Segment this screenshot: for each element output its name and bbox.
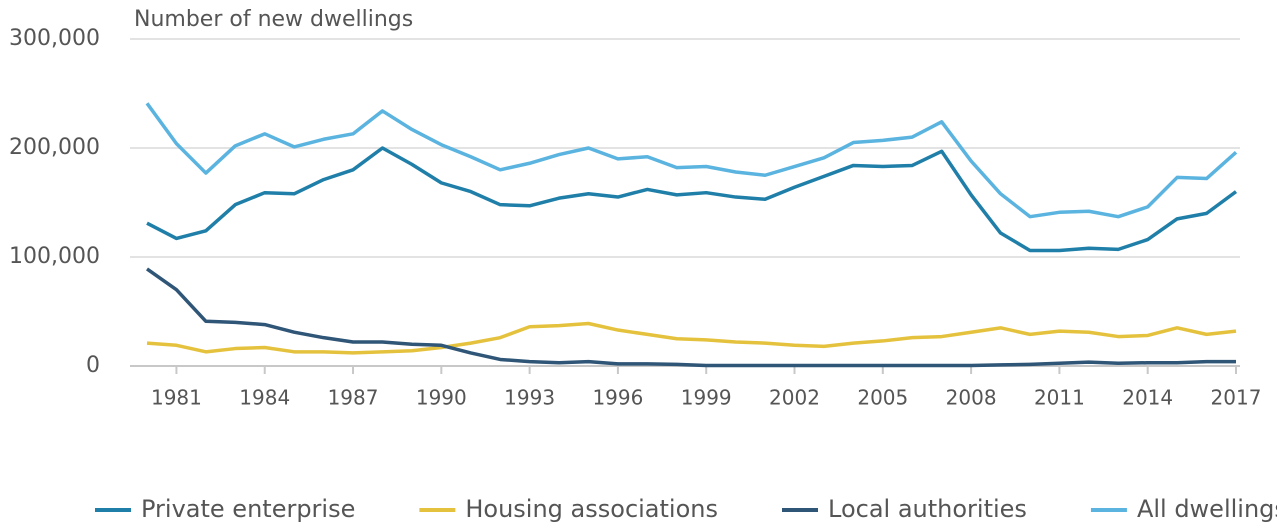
y-tick-label: 100,000: [9, 244, 100, 269]
x-tick-label: 1996: [592, 386, 643, 410]
x-tick-label: 2008: [946, 386, 997, 410]
y-tick-label: 0: [86, 353, 100, 378]
x-tick-label: 1987: [328, 386, 379, 410]
x-tick-label: 2002: [769, 386, 820, 410]
x-tick-label: 2011: [1034, 386, 1085, 410]
legend-label: All dwellings: [1137, 495, 1277, 523]
x-tick-label: 2005: [857, 386, 908, 410]
legend-label: Private enterprise: [141, 495, 355, 523]
x-tick-label: 2014: [1122, 386, 1173, 410]
legend-label: Housing associations: [465, 495, 718, 523]
x-tick-label: 2017: [1211, 386, 1262, 410]
x-tick-label: 1999: [681, 386, 732, 410]
series-line: [145, 267, 1236, 368]
x-tick-label: 1981: [151, 386, 202, 410]
y-tick-label: 300,000: [9, 26, 100, 51]
y-tick-label: 200,000: [9, 135, 100, 160]
series-line: [146, 321, 1237, 355]
series-line: [145, 102, 1238, 219]
x-tick-label: 1984: [239, 386, 290, 410]
series-line: [146, 146, 1238, 253]
chart-title: Number of new dwellings: [134, 7, 413, 32]
x-tick-label: 1993: [504, 386, 555, 410]
x-tick-label: 1990: [416, 386, 467, 410]
legend-label: Local authorities: [828, 495, 1027, 523]
